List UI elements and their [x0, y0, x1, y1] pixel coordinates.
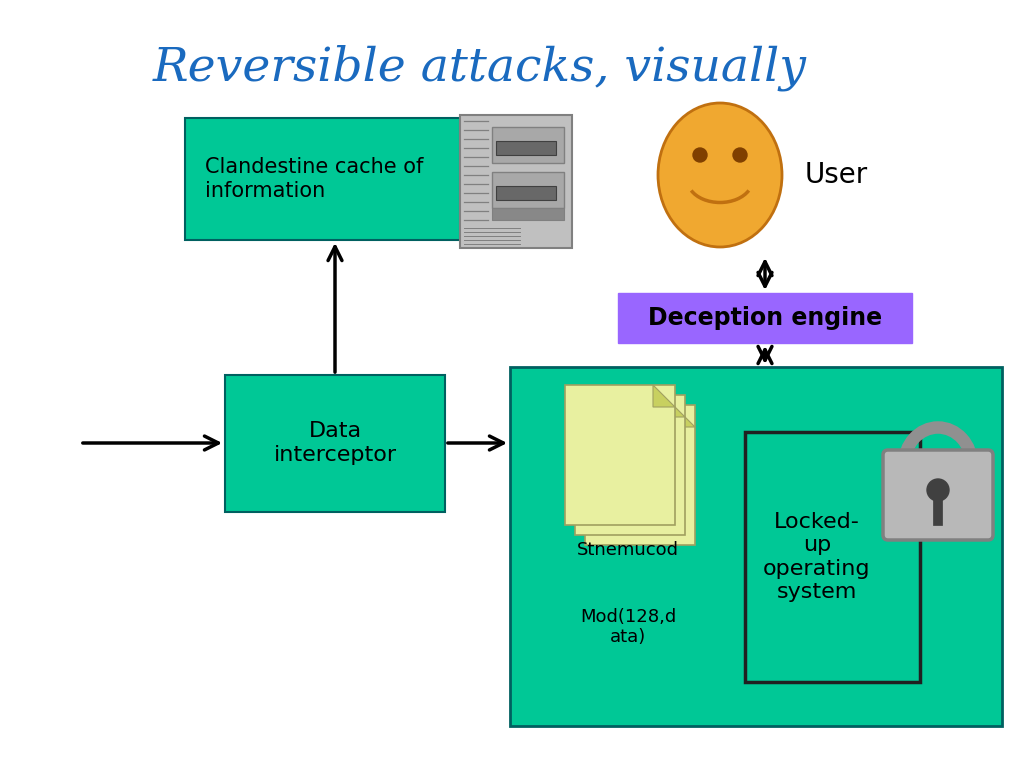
FancyBboxPatch shape [585, 405, 695, 545]
Text: Data
interceptor: Data interceptor [273, 422, 396, 465]
FancyBboxPatch shape [745, 432, 920, 682]
FancyBboxPatch shape [492, 172, 564, 208]
Text: Stnemucod: Stnemucod [577, 541, 679, 559]
Polygon shape [673, 405, 695, 427]
Text: Locked-
up
operating
system: Locked- up operating system [763, 512, 870, 602]
FancyBboxPatch shape [510, 367, 1002, 726]
FancyBboxPatch shape [460, 115, 572, 248]
Circle shape [693, 148, 707, 162]
FancyBboxPatch shape [496, 141, 556, 155]
FancyBboxPatch shape [225, 375, 445, 512]
Text: User: User [805, 161, 868, 189]
Polygon shape [663, 395, 685, 417]
Text: Clandestine cache of
information: Clandestine cache of information [205, 157, 423, 200]
FancyBboxPatch shape [492, 127, 564, 163]
Circle shape [927, 479, 949, 501]
FancyBboxPatch shape [565, 385, 675, 525]
FancyBboxPatch shape [618, 293, 912, 343]
Circle shape [733, 148, 746, 162]
FancyBboxPatch shape [496, 186, 556, 200]
Text: Reversible attacks, visually: Reversible attacks, visually [153, 45, 807, 91]
FancyBboxPatch shape [575, 395, 685, 535]
Text: Deception engine: Deception engine [648, 306, 882, 330]
Polygon shape [653, 385, 675, 407]
FancyBboxPatch shape [492, 208, 564, 220]
FancyBboxPatch shape [185, 118, 460, 240]
FancyBboxPatch shape [883, 450, 993, 540]
Ellipse shape [658, 103, 782, 247]
Text: Mod(128,d
ata): Mod(128,d ata) [580, 607, 676, 647]
